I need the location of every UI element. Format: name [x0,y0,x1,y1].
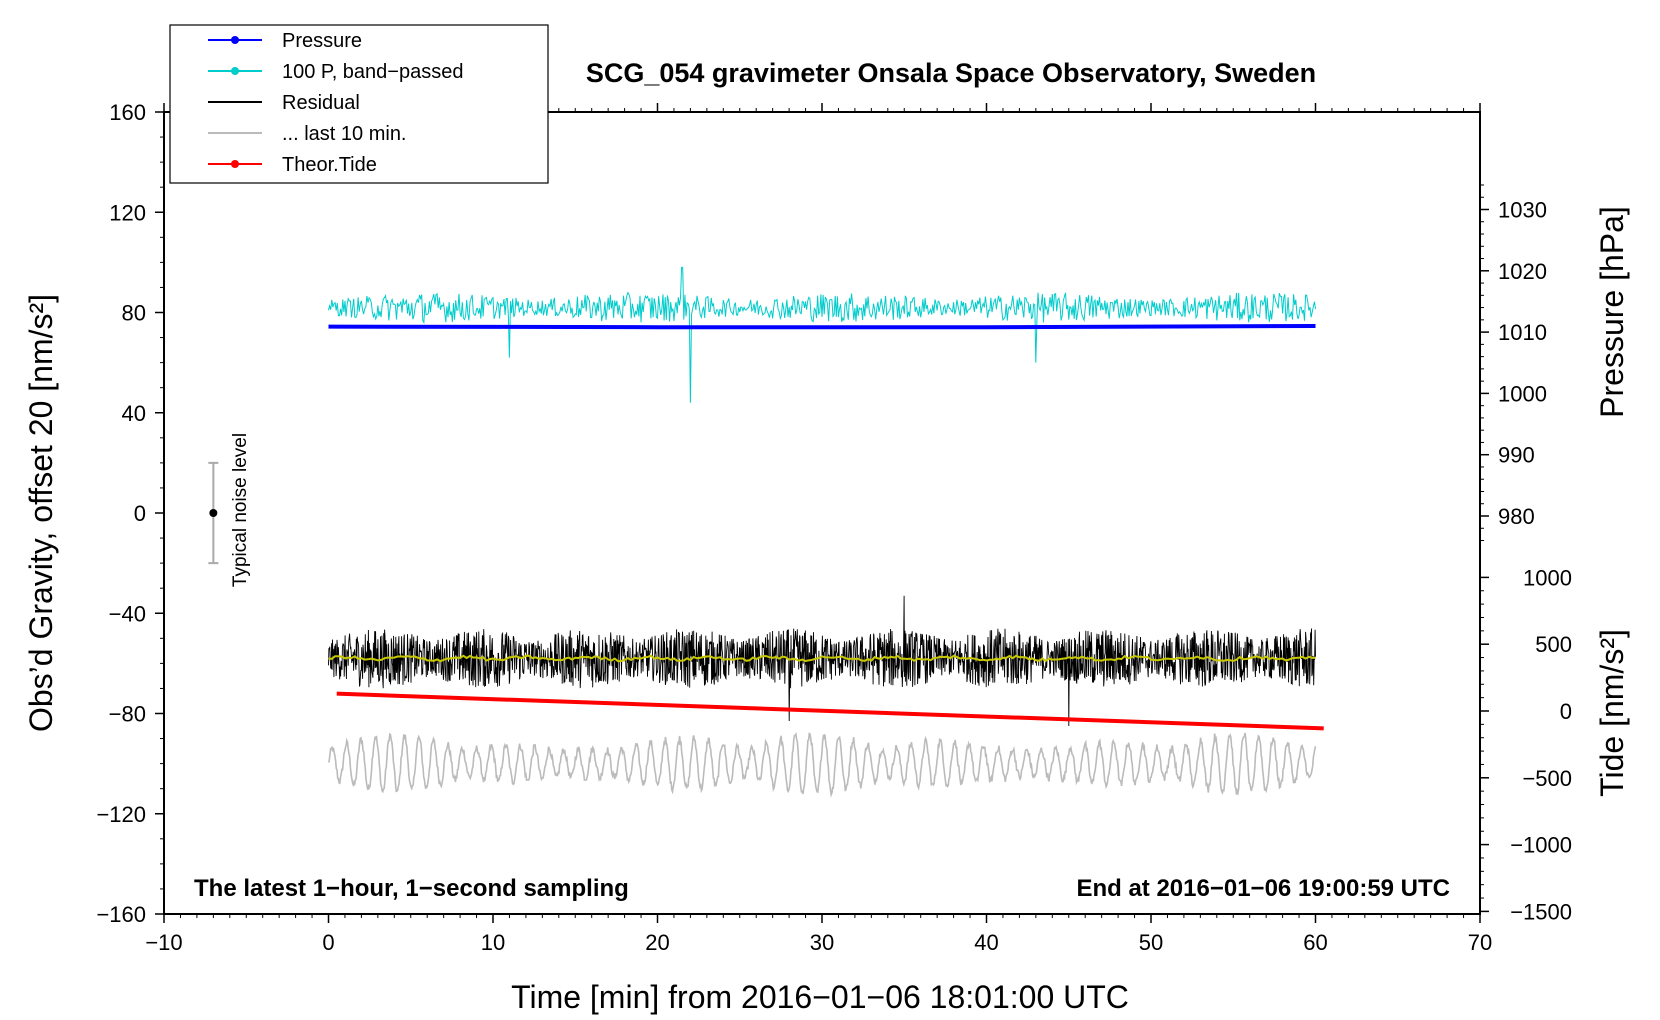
legend-label: ... last 10 min. [282,123,407,145]
y-tick-label: −120 [96,802,146,827]
noise-bar [208,461,219,565]
y-tick-label: 120 [109,200,146,225]
x-tick-label: −10 [145,930,182,955]
series-last-10-min [327,731,1317,798]
legend-label: Residual [282,92,360,114]
tide-tick-label: 500 [1535,632,1572,657]
y-axis-title-tide: Tide [nm/s²] [1594,629,1630,797]
pressure-tick-label: 1020 [1498,259,1547,284]
y-axis-title-left: Obs’d Gravity, offset 20 [nm/s²] [23,294,59,732]
y-tick-label: 40 [122,401,146,426]
x-axis-title: Time [min] from 2016−01−06 18:01:00 UTC [511,979,1129,1015]
pressure-tick-label: 1000 [1498,381,1547,406]
legend-label: 100 P, band−passed [282,61,463,83]
x-tick-label: 60 [1303,930,1327,955]
axis-ticks: −10 0 10 20 30 40 50 60 70−160−120−80−4004080120… [96,100,1572,955]
series-band-passed [328,266,1316,403]
noise-bar-label: Typical noise level [230,433,251,587]
series-theor-tide [336,691,1324,731]
y-tick-label: 0 [134,501,146,526]
series-pressure [328,324,1316,330]
series-residual [328,595,1316,727]
pressure-tick-label: 1030 [1498,198,1547,223]
legend: Pressure 100 P, band−passed Residual ... la… [169,24,549,184]
x-tick-label: 70 [1468,930,1492,955]
pressure-tick-label: 980 [1498,504,1535,529]
y-tick-label: 160 [109,100,146,125]
x-tick-label: 30 [810,930,834,955]
y-tick-label: 80 [122,301,146,326]
tide-tick-label: −500 [1522,766,1572,791]
x-tick-label: 10 [481,930,505,955]
legend-marker [231,160,239,168]
annotation-right: End at 2016−01−06 19:00:59 UTC [1076,875,1450,902]
legend-label: Pressure [282,30,362,52]
legend-marker [231,67,239,75]
y-tick-label: −40 [109,601,146,626]
x-tick-label: 0 [322,930,334,955]
x-tick-label: 50 [1139,930,1163,955]
legend-label: Theor.Tide [282,154,377,176]
noise-bar-point [209,509,218,517]
annotation-left: The latest 1−hour, 1−second sampling [194,875,629,902]
y-axis-title-pressure: Pressure [hPa] [1594,206,1630,418]
tide-tick-label: −1000 [1510,833,1572,858]
pressure-tick-label: 1010 [1498,320,1547,345]
legend-marker [231,36,239,44]
tide-tick-label: −1500 [1510,899,1572,924]
legend-box [169,24,549,184]
series-residual-smoothed [328,654,1316,663]
tide-tick-label: 0 [1560,699,1572,724]
x-tick-label: 40 [974,930,998,955]
chart-title: SCG_054 gravimeter Onsala Space Observat… [586,58,1316,88]
y-tick-label: −80 [109,702,146,727]
pressure-tick-label: 990 [1498,443,1535,468]
series-layer [327,266,1324,798]
y-tick-label: −160 [96,902,146,927]
x-tick-label: 20 [645,930,669,955]
plot-frame [163,111,1481,915]
tide-tick-label: 1000 [1523,565,1572,590]
